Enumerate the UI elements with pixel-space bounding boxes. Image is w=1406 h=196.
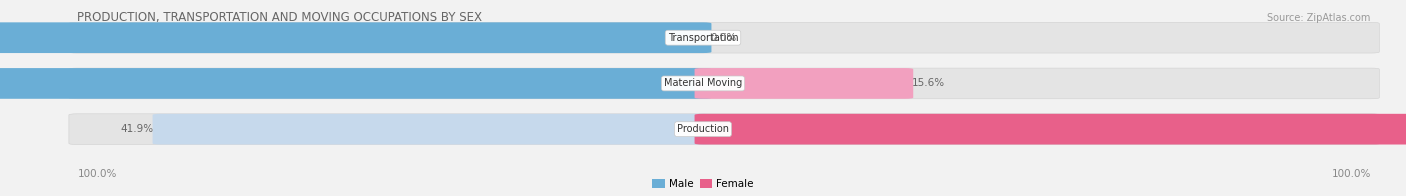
FancyBboxPatch shape (0, 68, 711, 99)
Text: 0.0%: 0.0% (710, 33, 737, 43)
Text: PRODUCTION, TRANSPORTATION AND MOVING OCCUPATIONS BY SEX: PRODUCTION, TRANSPORTATION AND MOVING OC… (77, 11, 482, 24)
Text: Material Moving: Material Moving (664, 78, 742, 88)
Legend: Male, Female: Male, Female (652, 179, 754, 189)
Text: 15.6%: 15.6% (912, 78, 945, 88)
Text: Transportation: Transportation (668, 33, 738, 43)
FancyBboxPatch shape (695, 114, 1406, 144)
Text: Production: Production (678, 124, 728, 134)
FancyBboxPatch shape (69, 22, 1379, 53)
Text: 41.9%: 41.9% (121, 124, 155, 134)
Text: 100.0%: 100.0% (1331, 169, 1371, 180)
FancyBboxPatch shape (69, 68, 1379, 99)
Text: 100.0%: 100.0% (77, 169, 117, 180)
FancyBboxPatch shape (0, 22, 711, 53)
FancyBboxPatch shape (153, 114, 711, 144)
FancyBboxPatch shape (69, 114, 1379, 144)
FancyBboxPatch shape (695, 68, 914, 99)
Text: Source: ZipAtlas.com: Source: ZipAtlas.com (1267, 13, 1371, 23)
